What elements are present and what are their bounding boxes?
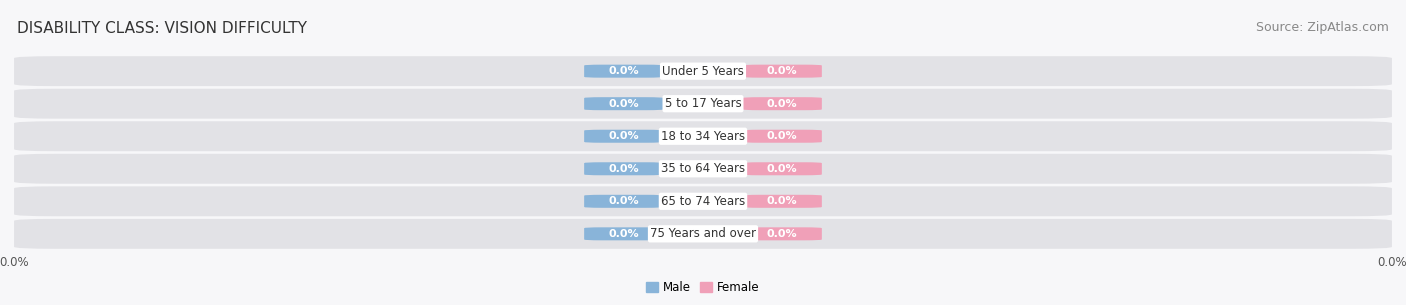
Text: 0.0%: 0.0% (609, 66, 640, 76)
FancyBboxPatch shape (14, 219, 1392, 249)
FancyBboxPatch shape (583, 65, 664, 78)
Text: 35 to 64 Years: 35 to 64 Years (661, 162, 745, 175)
Text: Source: ZipAtlas.com: Source: ZipAtlas.com (1256, 21, 1389, 34)
FancyBboxPatch shape (14, 154, 1392, 184)
FancyBboxPatch shape (742, 97, 823, 110)
Text: 0.0%: 0.0% (766, 164, 797, 174)
Text: 0.0%: 0.0% (766, 99, 797, 109)
FancyBboxPatch shape (14, 121, 1392, 151)
Text: 0.0%: 0.0% (609, 99, 640, 109)
Text: 0.0%: 0.0% (609, 229, 640, 239)
FancyBboxPatch shape (742, 130, 823, 143)
Text: Under 5 Years: Under 5 Years (662, 65, 744, 78)
FancyBboxPatch shape (742, 162, 823, 175)
Text: 5 to 17 Years: 5 to 17 Years (665, 97, 741, 110)
Text: 18 to 34 Years: 18 to 34 Years (661, 130, 745, 143)
FancyBboxPatch shape (14, 89, 1392, 119)
FancyBboxPatch shape (583, 130, 664, 143)
Text: 0.0%: 0.0% (766, 66, 797, 76)
Text: 65 to 74 Years: 65 to 74 Years (661, 195, 745, 208)
Legend: Male, Female: Male, Female (641, 276, 765, 299)
FancyBboxPatch shape (742, 65, 823, 78)
FancyBboxPatch shape (742, 227, 823, 240)
FancyBboxPatch shape (583, 162, 664, 175)
Text: 0.0%: 0.0% (766, 131, 797, 141)
Text: 0.0%: 0.0% (609, 131, 640, 141)
FancyBboxPatch shape (14, 186, 1392, 216)
FancyBboxPatch shape (742, 195, 823, 208)
Text: 75 Years and over: 75 Years and over (650, 227, 756, 240)
FancyBboxPatch shape (583, 195, 664, 208)
Text: 0.0%: 0.0% (609, 196, 640, 206)
FancyBboxPatch shape (583, 227, 664, 240)
FancyBboxPatch shape (583, 97, 664, 110)
Text: DISABILITY CLASS: VISION DIFFICULTY: DISABILITY CLASS: VISION DIFFICULTY (17, 21, 307, 36)
FancyBboxPatch shape (14, 56, 1392, 86)
Text: 0.0%: 0.0% (609, 164, 640, 174)
Text: 0.0%: 0.0% (766, 229, 797, 239)
Text: 0.0%: 0.0% (766, 196, 797, 206)
